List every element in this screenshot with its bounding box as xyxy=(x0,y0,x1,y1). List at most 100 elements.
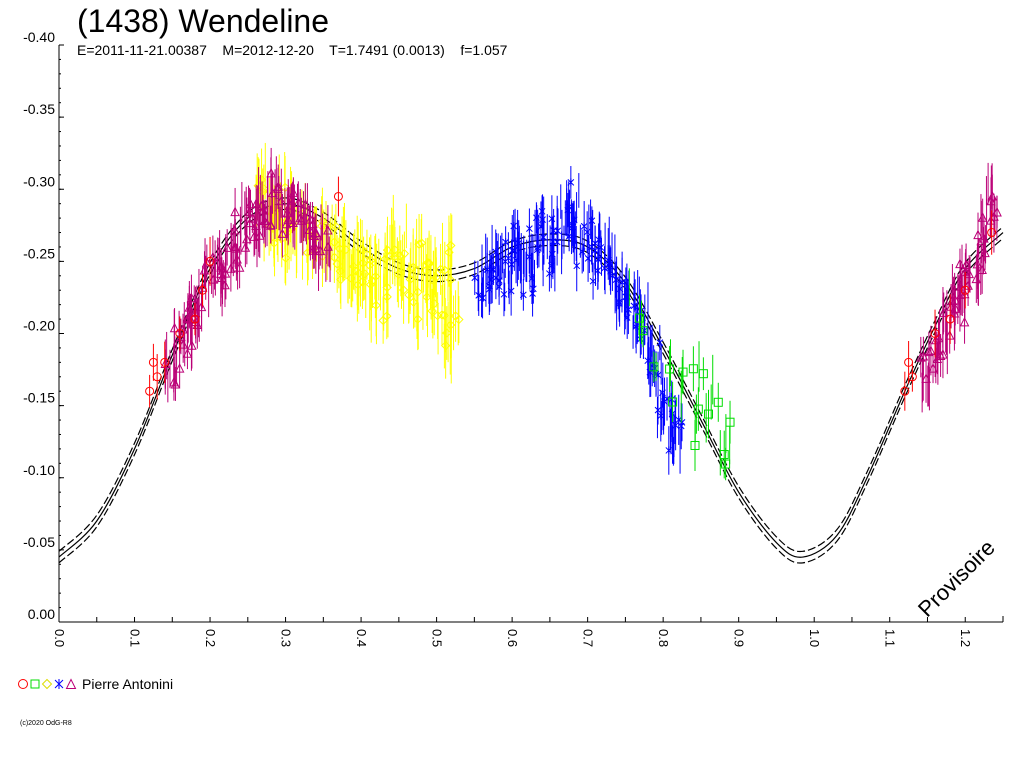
data-point xyxy=(305,214,316,224)
data-point xyxy=(266,219,276,230)
data-point xyxy=(331,221,341,232)
data-point xyxy=(987,228,997,238)
data-point xyxy=(267,187,278,198)
data-point xyxy=(282,207,293,218)
data-point xyxy=(553,237,561,246)
data-point xyxy=(196,301,207,312)
data-point xyxy=(240,242,251,252)
data-point xyxy=(656,338,664,347)
x-tick-label: 1.0 xyxy=(807,629,822,647)
data-point xyxy=(182,348,193,358)
data-point xyxy=(333,191,343,201)
copyright-note: (c)2020 OdG-R8 xyxy=(20,720,72,727)
data-point xyxy=(440,265,450,275)
data-point xyxy=(175,329,185,338)
data-point xyxy=(675,415,683,424)
data-point xyxy=(446,240,456,251)
data-point xyxy=(487,275,495,284)
data-point xyxy=(638,326,648,336)
data-point xyxy=(251,198,261,209)
x-tick-label: 1.2 xyxy=(958,629,973,647)
data-point xyxy=(690,440,700,450)
data-point xyxy=(955,258,965,269)
x-tick-label: 0.7 xyxy=(581,629,596,647)
data-point xyxy=(450,311,461,321)
data-point xyxy=(907,372,917,382)
data-point xyxy=(440,340,451,351)
data-point xyxy=(693,404,703,414)
data-point xyxy=(529,289,536,298)
data-point xyxy=(311,227,321,238)
x-tick-label: 0.1 xyxy=(128,629,143,647)
x-tick-label: 0.3 xyxy=(279,629,294,647)
data-point xyxy=(398,285,409,295)
data-point xyxy=(295,212,305,223)
data-point xyxy=(245,198,256,209)
data-point xyxy=(230,241,240,252)
data-point xyxy=(533,213,540,222)
data-point xyxy=(152,372,162,382)
data-point xyxy=(677,422,685,431)
data-point xyxy=(323,224,333,235)
data-point xyxy=(266,167,276,178)
data-point xyxy=(431,272,441,283)
data-point xyxy=(190,314,200,324)
data-point xyxy=(160,357,170,367)
data-point xyxy=(427,306,437,316)
data-point xyxy=(479,293,486,302)
data-point xyxy=(367,276,378,286)
data-point xyxy=(630,301,638,310)
data-point xyxy=(665,364,675,374)
data-point xyxy=(169,322,180,333)
data-point xyxy=(508,260,515,269)
data-point xyxy=(649,362,659,372)
y-tick-label: -0.05 xyxy=(23,534,55,550)
x-tick-label: 0.4 xyxy=(354,629,369,647)
x-tick-label: 0.0 xyxy=(52,629,67,647)
data-point xyxy=(258,204,268,215)
legend: Pierre Antonini xyxy=(17,675,173,693)
data-point xyxy=(713,397,723,407)
data-point xyxy=(187,340,197,350)
data-point xyxy=(281,218,292,229)
data-point xyxy=(980,247,990,258)
data-point xyxy=(539,215,546,224)
data-point xyxy=(197,285,207,295)
data-point xyxy=(404,290,414,300)
y-tick-label: 0.00 xyxy=(28,606,55,622)
legend-symbols-icon xyxy=(18,678,77,690)
data-point xyxy=(528,274,536,283)
data-point xyxy=(262,218,272,228)
y-tick-label: -0.15 xyxy=(23,390,55,406)
x-tick-label: 0.8 xyxy=(656,629,671,647)
data-point xyxy=(245,217,255,228)
data-point xyxy=(336,274,346,285)
y-tick-label: -0.40 xyxy=(23,29,55,45)
data-point xyxy=(145,386,155,396)
data-point xyxy=(668,397,678,407)
data-point xyxy=(916,351,926,362)
data-point xyxy=(280,253,291,263)
data-point xyxy=(304,224,315,234)
data-point xyxy=(959,316,970,327)
data-point xyxy=(308,245,319,255)
data-point xyxy=(357,244,367,254)
data-point xyxy=(390,245,400,255)
data-point xyxy=(678,367,688,377)
data-point xyxy=(900,386,910,396)
y-tick-label: -0.35 xyxy=(23,101,55,117)
data-point xyxy=(316,221,327,231)
data-point xyxy=(688,364,698,374)
data-point xyxy=(242,233,252,244)
data-point xyxy=(399,248,410,259)
data-point xyxy=(567,178,575,187)
x-tick-label: 0.5 xyxy=(430,629,445,647)
data-point xyxy=(930,329,940,338)
data-point xyxy=(429,298,439,309)
x-tick-label: 1.1 xyxy=(883,629,898,647)
data-point xyxy=(640,326,648,335)
x-tick-label: 0.6 xyxy=(505,629,520,647)
data-point xyxy=(654,406,662,415)
data-point xyxy=(973,229,983,240)
